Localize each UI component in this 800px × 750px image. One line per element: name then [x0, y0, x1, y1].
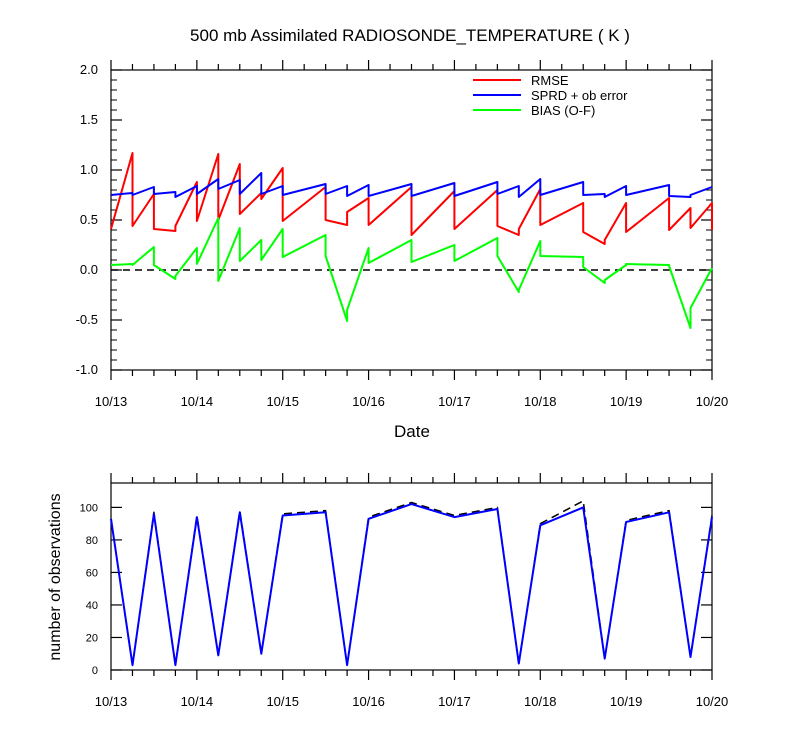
- x-tick-label: 10/20: [696, 694, 729, 709]
- x-tick-label: 10/18: [524, 694, 557, 709]
- x-tick-label: 10/14: [181, 694, 214, 709]
- x-tick-label: 10/19: [610, 394, 643, 409]
- y-axis-label-observations: number of observations: [47, 493, 64, 660]
- x-axis-label: Date: [394, 422, 430, 441]
- y-tick-label: 0: [92, 665, 98, 677]
- x-tick-label: 10/18: [524, 394, 557, 409]
- x-tick-label: 10/16: [352, 394, 385, 409]
- x-tick-label: 10/19: [610, 694, 643, 709]
- chart-title: 500 mb Assimilated RADIOSONDE_TEMPERATUR…: [190, 26, 630, 45]
- y-tick-label: 2.0: [80, 62, 98, 77]
- bottom-plot: 10/13 10/14 10/15 10/16 10/17 10/18 10/19 10/20…: [80, 473, 729, 709]
- legend-label: RMSE: [531, 73, 569, 88]
- series-line-sprd-ob-error: [110, 172, 713, 198]
- legend-label: SPRD + ob error: [531, 88, 628, 103]
- x-tick-label: 10/13: [95, 394, 128, 409]
- x-tick-label: 10/16: [352, 694, 385, 709]
- series-line-bias-o-f: [110, 217, 713, 329]
- y-tick-label: -0.5: [76, 312, 98, 327]
- x-tick-label: 10/14: [181, 394, 214, 409]
- legend-label: BIAS (O-F): [531, 103, 595, 118]
- y-tick-label: 80: [86, 535, 98, 547]
- x-tick-label: 10/20: [696, 394, 729, 409]
- y-tick-label: 60: [86, 567, 98, 579]
- series-line-observations-blue: [110, 503, 713, 667]
- x-tick-label: 10/15: [266, 694, 299, 709]
- series-line-rmse: [110, 152, 713, 245]
- plot-frame: [110, 482, 713, 671]
- y-tick-label: 1.0: [80, 162, 98, 177]
- y-tick-label: 0.5: [80, 212, 98, 227]
- x-tick-label: 10/17: [438, 394, 471, 409]
- y-tick-label: -1.0: [76, 362, 98, 377]
- top-plot: 10/13 10/14 10/15 10/16 10/17 10/18 10/19 10/20…: [76, 60, 729, 409]
- x-tick-label: 10/13: [95, 694, 128, 709]
- x-tick-label: 10/15: [266, 394, 299, 409]
- y-tick-label: 0.0: [80, 262, 98, 277]
- y-tick-label: 40: [86, 600, 98, 612]
- series-line-observations-dashed: [110, 500, 713, 666]
- y-tick-label: 100: [80, 502, 98, 514]
- x-tick-label: 10/17: [438, 694, 471, 709]
- y-tick-label: 20: [86, 632, 98, 644]
- y-tick-label: 1.5: [80, 112, 98, 127]
